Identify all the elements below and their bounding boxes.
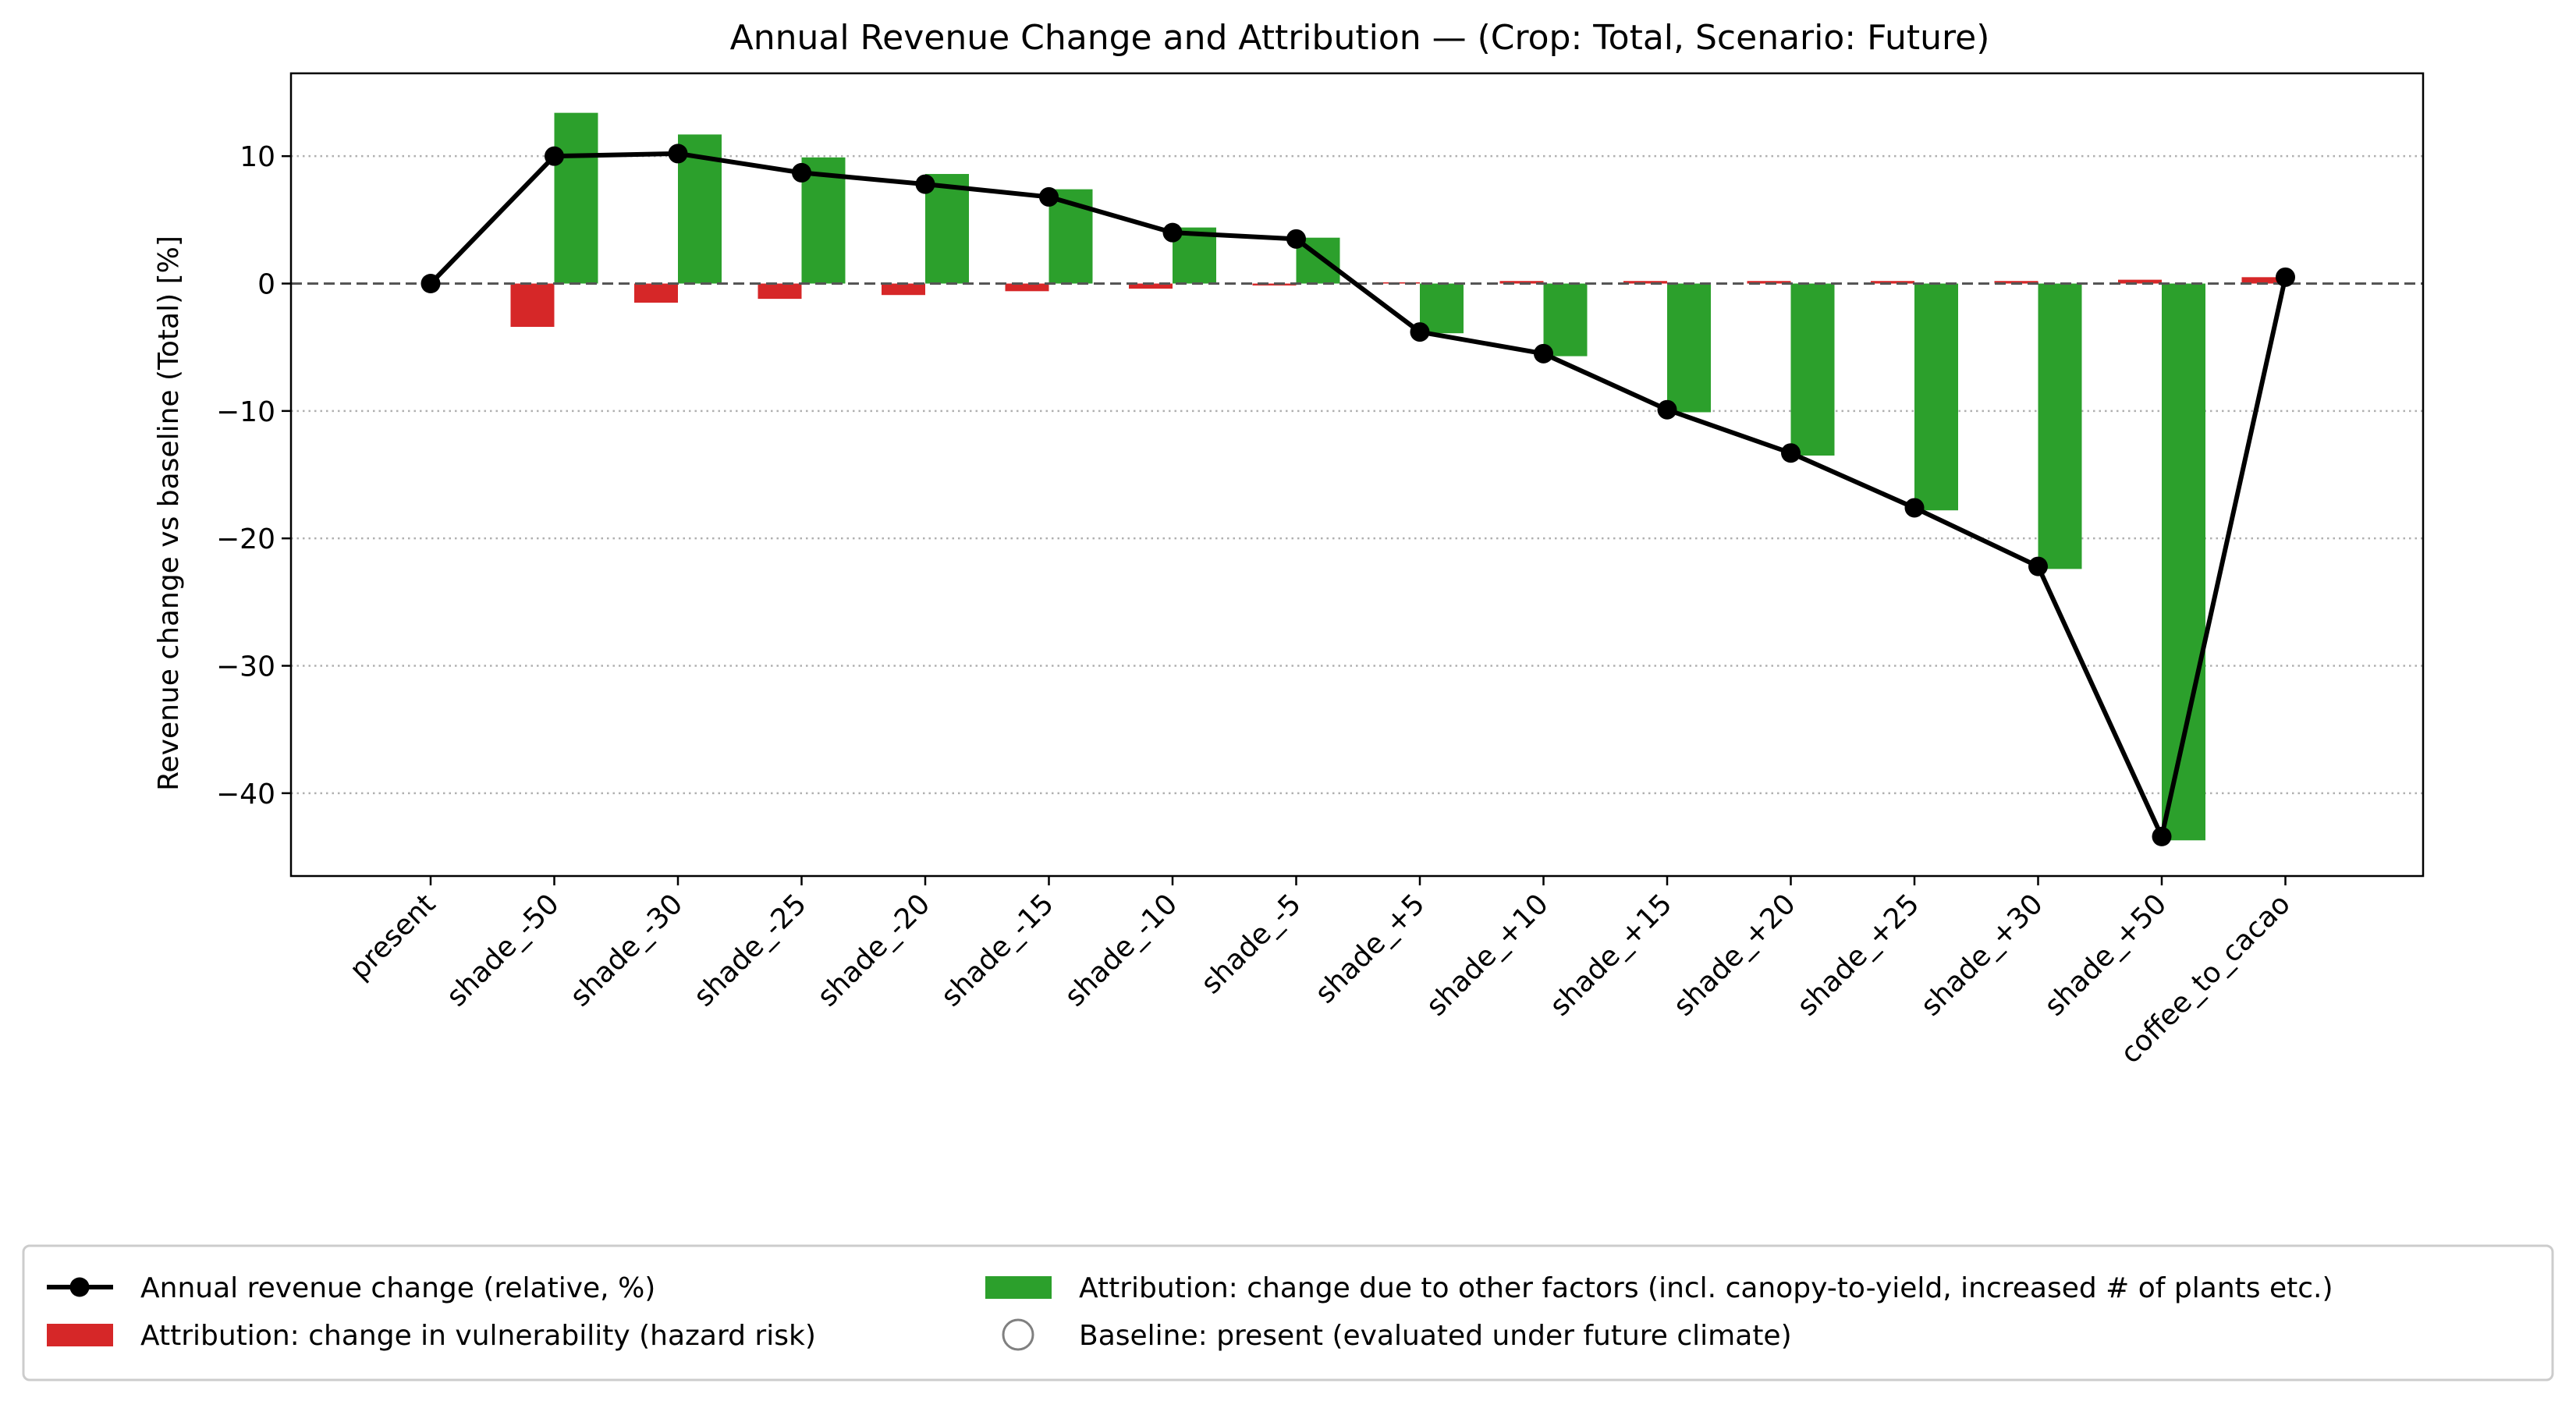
y-tick-label: −10 xyxy=(216,396,275,428)
vulnerability-bar xyxy=(510,283,555,328)
revenue-point xyxy=(2028,556,2048,576)
revenue-point xyxy=(1534,343,1553,364)
revenue-change-line xyxy=(428,151,2288,839)
other-factors-bar xyxy=(1420,283,1464,334)
revenue-point xyxy=(1286,229,1306,249)
revenue-point xyxy=(668,144,688,164)
vulnerability-bar xyxy=(2241,277,2286,284)
y-tick-label: −40 xyxy=(216,779,275,810)
legend-patch-swatch xyxy=(47,1324,113,1346)
chart-title: Annual Revenue Change and Attribution — … xyxy=(730,18,1990,58)
revenue-point xyxy=(1657,399,1677,420)
y-tick-label: −30 xyxy=(216,651,275,683)
other-factors-bar xyxy=(2162,283,2205,841)
plot-frame xyxy=(289,72,2425,878)
revenue-point xyxy=(1039,186,1059,207)
vulnerability-bar xyxy=(1623,281,1667,284)
legend-label: Annual revenue change (relative, %) xyxy=(140,1272,655,1304)
vulnerability-bar xyxy=(1499,281,1544,284)
vulnerability-bar xyxy=(758,283,802,300)
legend-box xyxy=(22,1244,2554,1381)
legend-label: Attribution: change due to other factors… xyxy=(1079,1272,2333,1304)
y-tick-label: −20 xyxy=(216,523,275,555)
legend: Annual revenue change (relative, %) Attri… xyxy=(22,1244,2554,1381)
revenue-point xyxy=(792,162,811,183)
vulnerability-bar xyxy=(1747,281,1791,284)
revenue-point xyxy=(1781,443,1801,463)
vulnerability-bar xyxy=(1005,283,1049,292)
revenue-point xyxy=(545,146,564,166)
other-factors-bar xyxy=(925,174,969,284)
other-factors-bar xyxy=(1543,283,1588,356)
legend-hollow-circle-swatch xyxy=(1002,1318,1034,1351)
axes xyxy=(289,72,2425,878)
vulnerability-bar xyxy=(1994,281,2038,284)
other-factors-bar xyxy=(1914,283,1958,511)
revenue-point xyxy=(2152,826,2172,846)
other-factors-bar xyxy=(2038,283,2082,569)
revenue-point xyxy=(1410,322,1430,342)
revenue-point xyxy=(2276,267,2295,287)
other-factors-bar xyxy=(554,112,598,284)
vulnerability-bar xyxy=(1871,281,1914,284)
legend-patch-swatch xyxy=(985,1276,1052,1299)
vulnerability-bar xyxy=(634,283,678,303)
y-axis-label: Revenue change vs baseline (Total) [%] xyxy=(153,236,185,791)
revenue-point xyxy=(915,174,935,194)
revenue-point xyxy=(420,274,441,293)
legend-label: Attribution: change in vulnerability (ha… xyxy=(140,1320,816,1352)
revenue-point xyxy=(1904,498,1925,518)
vulnerability-bar xyxy=(2118,279,2162,284)
vulnerability-bar xyxy=(1129,283,1173,289)
gridlines xyxy=(291,154,2423,795)
revenue-point xyxy=(1162,222,1183,243)
revenue-line xyxy=(420,144,2295,846)
y-tick-label: 0 xyxy=(257,269,275,301)
legend-marker-swatch xyxy=(69,1277,90,1297)
vulnerability-bar xyxy=(882,283,925,296)
other-factors-bar xyxy=(1667,283,1711,413)
legend-label: Baseline: present (evaluated under futur… xyxy=(1079,1320,1792,1352)
other-factors-bar xyxy=(1790,283,1835,456)
y-tick-label: 10 xyxy=(240,141,275,173)
